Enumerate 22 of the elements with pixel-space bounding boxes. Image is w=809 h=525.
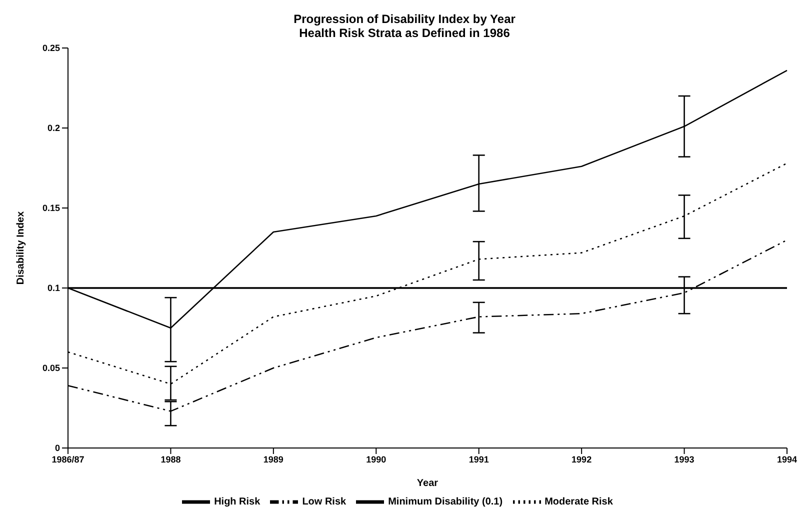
x-tick-label: 1992 [572,454,592,464]
legend-label: Moderate Risk [544,496,613,508]
x-tick-label: 1994 [776,454,798,464]
x-tick-label: 1986/87 [52,454,84,464]
y-tick-label: 0.1 [47,283,60,294]
y-tick-label: 0.25 [42,43,60,54]
x-tick-label: 1990 [366,454,386,464]
y-tick-label: 0.05 [42,363,60,374]
y-tick-label: 0.2 [47,123,60,134]
x-tick-label: 1989 [263,454,284,464]
legend-label: Low Risk [302,496,346,508]
legend-label: Minimum Disability (0.1) [388,496,503,508]
legend-label: High Risk [214,496,260,508]
x-tick-label: 1988 [160,454,181,464]
y-tick-label: 0 [54,443,60,454]
y-tick-label: 0.15 [42,203,60,214]
x-tick-label: 1993 [674,454,694,464]
chart-subtitle: Health Risk Strata as Defined in 1986 [298,26,511,40]
x-axis-title: Year [416,478,438,489]
x-tick-label: 1991 [468,454,489,464]
chart-title: Progression of Disability Index by Year [292,12,516,26]
y-axis-title: Disability Index [16,210,27,285]
